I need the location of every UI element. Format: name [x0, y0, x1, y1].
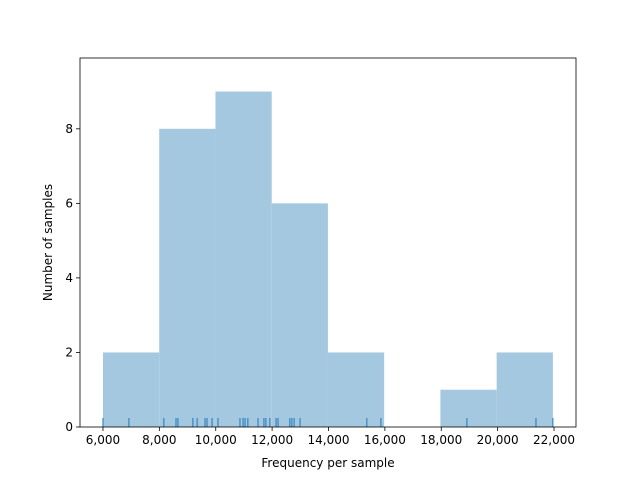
x-tick-label: 8,000 — [142, 433, 176, 447]
x-tick-label: 12,000 — [251, 433, 293, 447]
histogram-bar — [440, 389, 497, 427]
y-tick-label: 0 — [65, 420, 73, 434]
x-tick-label: 10,000 — [195, 433, 237, 447]
x-tick-label: 18,000 — [420, 433, 462, 447]
y-tick-label: 4 — [65, 271, 73, 285]
histogram-bar — [271, 203, 328, 427]
histogram-bar — [327, 352, 385, 427]
y-axis-label: Number of samples — [41, 184, 55, 301]
y-tick-label: 2 — [65, 345, 73, 359]
plot-frame — [79, 57, 577, 428]
x-tick-label: 16,000 — [364, 433, 406, 447]
y-tick-label: 8 — [65, 122, 73, 136]
histogram-bar — [215, 91, 272, 427]
x-tick-label: 22,000 — [533, 433, 575, 447]
histogram-bar — [102, 352, 160, 427]
x-tick-label: 6,000 — [86, 433, 120, 447]
x-tick-label: 20,000 — [477, 433, 519, 447]
histogram-bar — [159, 128, 216, 427]
histogram-bar — [496, 352, 553, 427]
x-tick-label: 14,000 — [307, 433, 349, 447]
y-tick-label: 6 — [65, 196, 73, 210]
x-axis-label: Frequency per sample — [261, 456, 394, 470]
